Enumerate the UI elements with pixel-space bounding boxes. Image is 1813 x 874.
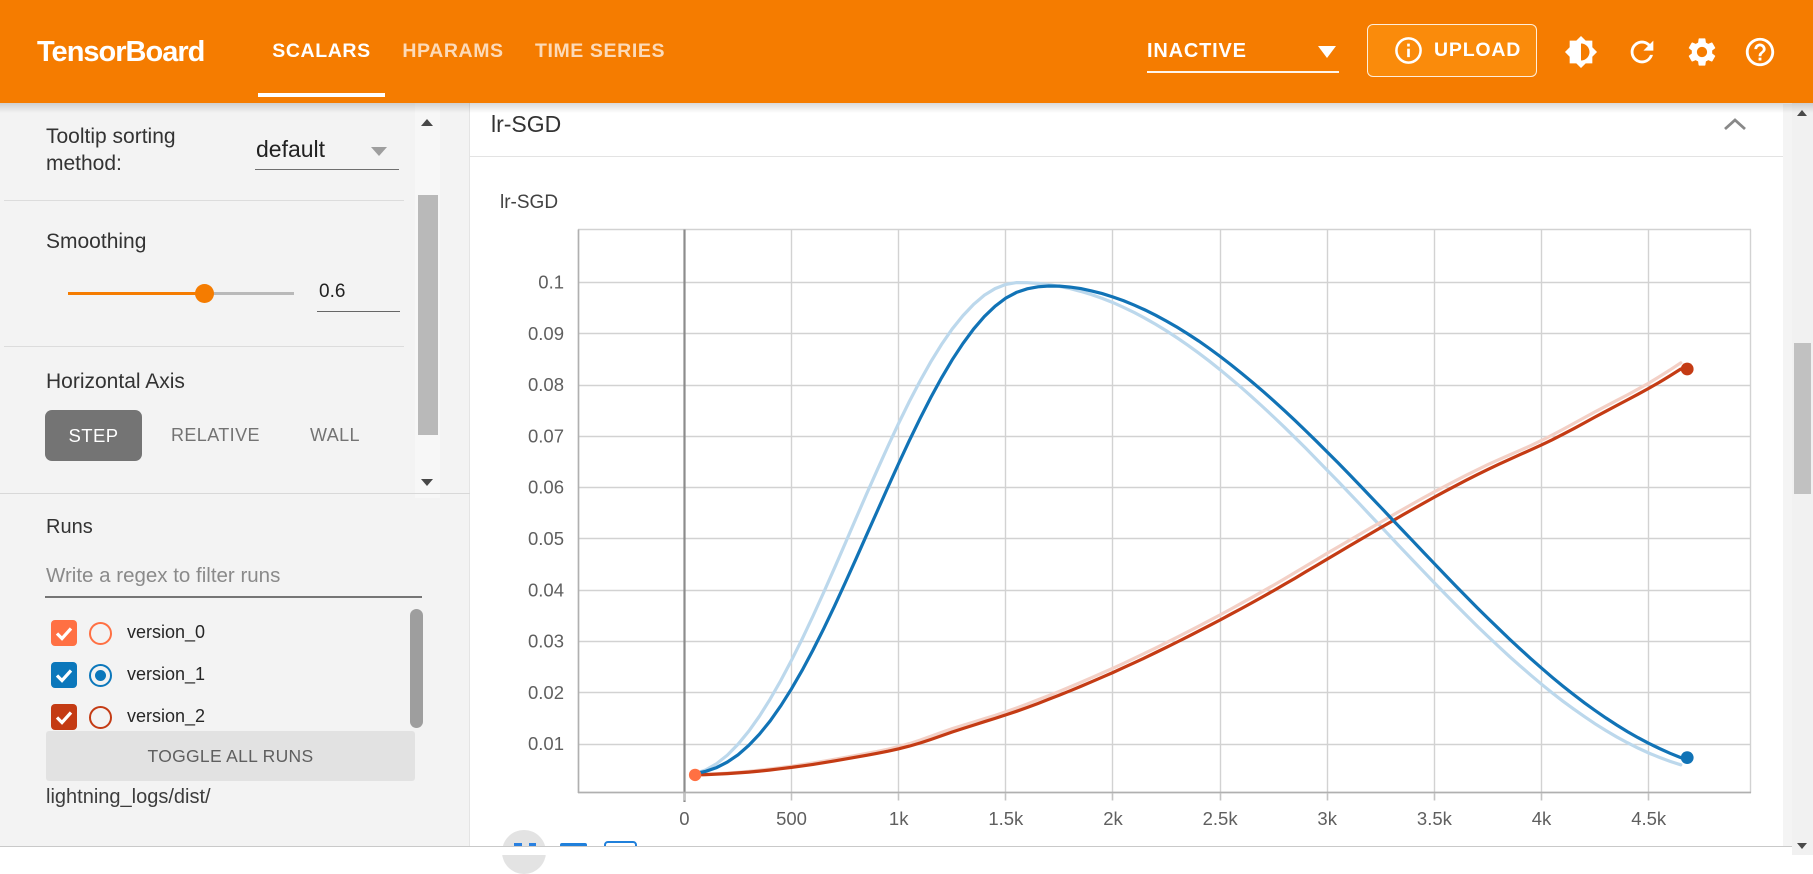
svg-text:2.5k: 2.5k	[1203, 808, 1239, 829]
svg-text:0.08: 0.08	[528, 374, 564, 395]
svg-text:0.09: 0.09	[528, 323, 564, 344]
svg-text:0.04: 0.04	[528, 579, 564, 600]
svg-text:0: 0	[679, 808, 689, 829]
svg-text:1k: 1k	[889, 808, 909, 829]
svg-text:0.01: 0.01	[528, 733, 564, 754]
svg-text:4k: 4k	[1532, 808, 1552, 829]
svg-text:2k: 2k	[1103, 808, 1123, 829]
svg-text:0.1: 0.1	[538, 272, 564, 293]
svg-text:500: 500	[776, 808, 807, 829]
svg-text:0.03: 0.03	[528, 631, 564, 652]
svg-text:0.06: 0.06	[528, 477, 564, 498]
svg-text:3k: 3k	[1317, 808, 1337, 829]
svg-text:4.5k: 4.5k	[1631, 808, 1667, 829]
svg-text:3.5k: 3.5k	[1417, 808, 1453, 829]
svg-text:0.05: 0.05	[528, 528, 564, 549]
svg-text:0.07: 0.07	[528, 425, 564, 446]
svg-text:0.02: 0.02	[528, 682, 564, 703]
svg-text:1.5k: 1.5k	[988, 808, 1024, 829]
